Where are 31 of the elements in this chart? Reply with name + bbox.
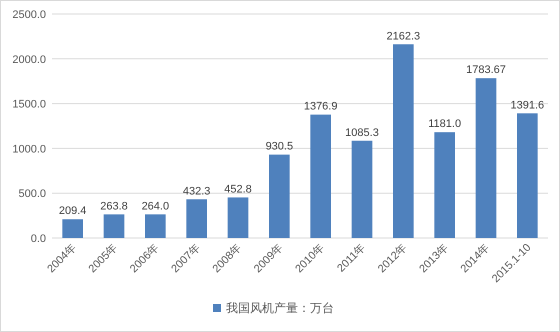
data-label: 209.4: [58, 205, 86, 218]
bar: [186, 199, 207, 238]
bar: [517, 113, 538, 238]
data-label: 264.0: [142, 200, 170, 212]
data-label: 263.8: [100, 200, 128, 212]
data-label: 452.8: [224, 183, 252, 196]
data-label: 1085.3: [345, 126, 379, 139]
bar: [62, 219, 83, 238]
bar: [352, 140, 372, 238]
bar: [393, 44, 414, 238]
data-label: 1181.0: [428, 118, 462, 130]
data-label: 1376.9: [304, 100, 338, 113]
y-tick-label: 500.0: [18, 188, 46, 200]
data-label: 1783.67: [466, 64, 506, 76]
bar: [145, 214, 166, 238]
bar: [310, 114, 331, 238]
y-tick-label: 0.0: [30, 233, 46, 245]
y-tick-label: 1000.0: [12, 143, 46, 156]
y-tick-label: 1500.0: [12, 98, 46, 111]
y-tick-label: 2500.0: [12, 9, 46, 21]
data-label: 432.3: [182, 185, 210, 198]
y-tick-label: 2000.0: [12, 54, 46, 66]
data-label: 930.5: [266, 140, 294, 153]
bar: [476, 78, 496, 238]
bar: [434, 132, 455, 238]
data-label: 2162.3: [386, 30, 420, 42]
legend: 我国风机产量：万台: [213, 301, 334, 315]
bar: [104, 214, 124, 238]
data-label: 1391.6: [510, 99, 544, 112]
bar: [269, 154, 290, 238]
bar: [228, 197, 248, 238]
